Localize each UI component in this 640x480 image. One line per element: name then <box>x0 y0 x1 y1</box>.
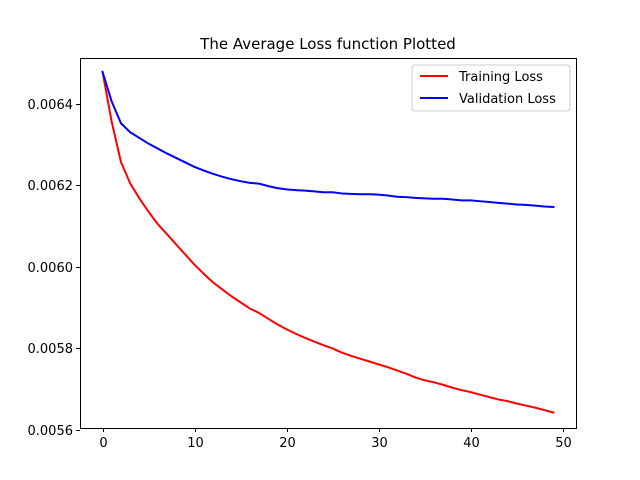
x-tick-label: 0 <box>99 436 107 451</box>
y-tick-label: 0.0062 <box>28 179 74 194</box>
series-layer <box>101 70 555 414</box>
legend-label-validation-loss: Validation Loss <box>459 92 556 107</box>
legend-frame <box>411 64 571 112</box>
legend-label-training-loss: Training Loss <box>458 70 543 85</box>
x-tick-label: 30 <box>371 436 388 451</box>
legend: Training Loss Validation Loss <box>411 64 571 112</box>
x-tick-label: 50 <box>555 436 572 451</box>
plot-area <box>80 58 576 428</box>
chart-title: The Average Loss function Plotted <box>199 35 456 53</box>
series-line-training-loss <box>101 70 555 414</box>
y-tick-label: 0.0060 <box>28 261 74 276</box>
x-tick-label: 20 <box>279 436 296 451</box>
x-tick-label: 40 <box>463 436 480 451</box>
axes-frame <box>80 58 577 429</box>
y-axis-ticks: 0.0056 0.0058 0.0060 0.0062 0.0064 <box>28 98 80 439</box>
x-axis-ticks: 0 10 20 30 40 50 <box>99 428 572 451</box>
y-tick-label: 0.0064 <box>28 98 74 113</box>
x-tick-label: 10 <box>187 436 204 451</box>
y-tick-label: 0.0056 <box>28 424 74 439</box>
series-line-validation-loss <box>101 70 555 208</box>
y-tick-label: 0.0058 <box>28 342 74 357</box>
